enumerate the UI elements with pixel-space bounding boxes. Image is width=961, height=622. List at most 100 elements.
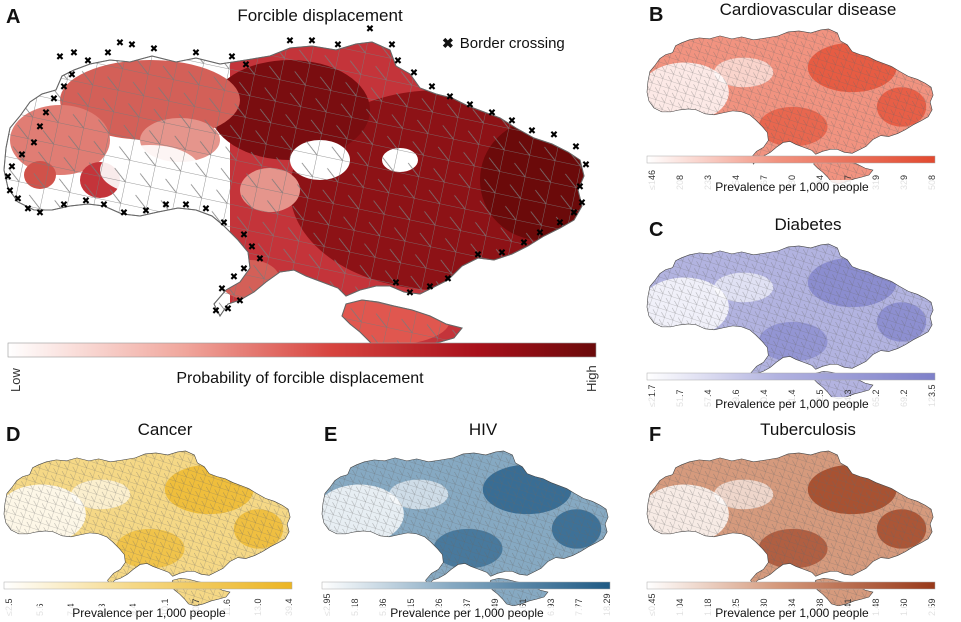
- prevalence-colorbar: [3, 581, 293, 590]
- border-crossing-marker: ✖: [42, 108, 50, 119]
- border-crossing-marker: ✖: [120, 208, 128, 219]
- cross-icon: ✖: [442, 35, 454, 51]
- border-crossing-marker: ✖: [582, 160, 590, 171]
- border-crossing-marker: ✖: [394, 56, 402, 67]
- border-crossing-marker: ✖: [242, 60, 250, 71]
- border-crossing-marker: ✖: [4, 172, 12, 183]
- border-crossing-marker: ✖: [528, 126, 536, 137]
- border-crossing-marker: ✖: [14, 194, 22, 205]
- colorbar-caption: Prevalence per 1,000 people: [647, 180, 937, 194]
- border-crossing-marker: ✖: [488, 108, 496, 119]
- panel-label: E: [324, 424, 338, 446]
- panel-label: B: [649, 4, 664, 26]
- border-crossing-marker: ✖: [406, 288, 414, 299]
- border-crossing-marker: ✖: [68, 70, 76, 81]
- map-legend: ✖ Border crossing: [442, 35, 565, 52]
- border-crossing-marker: ✖: [6, 186, 14, 197]
- border-crossing-marker: ✖: [82, 196, 90, 207]
- border-crossing-marker: ✖: [230, 272, 238, 283]
- border-crossing-marker: ✖: [256, 254, 264, 265]
- border-crossing-marker: ✖: [192, 48, 200, 59]
- border-crossing-marker: ✖: [70, 48, 78, 59]
- border-crossing-marker: ✖: [392, 278, 400, 289]
- border-crossing-marker: ✖: [334, 40, 342, 51]
- border-crossing-marker: ✖: [104, 48, 112, 59]
- border-crossing-marker: ✖: [474, 250, 482, 261]
- border-crossing-marker: ✖: [84, 56, 92, 67]
- border-crossing-marker: ✖: [576, 182, 584, 193]
- colorbar-high-label: High: [584, 365, 599, 392]
- colorbar-caption: Probability of forcible displacement: [176, 370, 424, 387]
- border-crossing-marker: ✖: [218, 284, 226, 295]
- prevalence-map: [3, 450, 291, 607]
- panel-title: Forcible displacement: [237, 6, 403, 25]
- panel-label: C: [649, 219, 664, 241]
- prevalence-colorbar: [321, 581, 611, 590]
- border-crossing-marker: ✖: [444, 274, 452, 285]
- border-crossing-marker: ✖: [410, 68, 418, 79]
- border-crossing-marker: ✖: [286, 36, 294, 47]
- border-crossing-marker: ✖: [308, 36, 316, 47]
- border-crossing-marker: ✖: [366, 24, 374, 35]
- border-crossing-marker: ✖: [30, 138, 38, 149]
- colorbar-caption: Prevalence per 1,000 people: [322, 606, 612, 620]
- border-crossing-marker: ✖: [182, 200, 190, 211]
- panel-title: Tuberculosis: [760, 420, 856, 439]
- border-crossing-marker: ✖: [18, 150, 26, 161]
- border-crossing-marker: ✖: [224, 304, 232, 315]
- panel-label: F: [649, 424, 662, 446]
- border-crossing-marker: ✖: [520, 238, 528, 249]
- border-crossing-marker: ✖: [550, 130, 558, 141]
- border-crossing-marker: ✖: [202, 204, 210, 215]
- border-crossing-marker: ✖: [536, 228, 544, 239]
- border-crossing-marker: ✖: [228, 52, 236, 63]
- prevalence-map: [646, 243, 934, 400]
- border-crossing-marker: ✖: [142, 206, 150, 217]
- border-crossing-marker: ✖: [556, 218, 564, 229]
- colorbar-caption: Prevalence per 1,000 people: [4, 606, 294, 620]
- border-crossing-marker: ✖: [100, 200, 108, 211]
- colorbar-low-label: Low: [8, 368, 23, 392]
- border-crossing-marker: ✖: [248, 242, 256, 253]
- border-crossing-marker: ✖: [240, 230, 248, 241]
- border-crossing-marker: ✖: [508, 116, 516, 127]
- displacement-colorbar: [7, 342, 597, 358]
- panel-title: Cardiovascular disease: [719, 0, 897, 19]
- panel-title: Cancer: [137, 420, 193, 439]
- border-crossing-marker: ✖: [446, 92, 454, 103]
- displacement-map: ✖ ✖✖✖✖ ✖ ✖ ✖ ✖✖✖ ✖ ✖✖✖✖✖✖✖✖✖✖✖ ✖✖✖✖✖✖✖✖✖✖✖✖✖✖✖✖✖…: [3, 24, 590, 357]
- border-crossing-marker: ✖: [60, 200, 68, 211]
- border-crossing-marker: ✖: [220, 218, 228, 229]
- border-crossing-marker: ✖: [150, 44, 158, 55]
- panel-title: Diabetes: [774, 215, 842, 234]
- legend-label: Border crossing: [459, 35, 565, 52]
- panel-title: HIV: [468, 420, 498, 439]
- border-crossing-marker: ✖: [466, 100, 474, 111]
- colorbar-caption: Prevalence per 1,000 people: [647, 606, 937, 620]
- border-crossing-marker: ✖: [570, 208, 578, 219]
- border-crossing-marker: ✖: [388, 40, 396, 51]
- border-crossing-marker: ✖: [60, 82, 68, 93]
- prevalence-map: [321, 450, 609, 607]
- border-crossing-marker: ✖: [572, 142, 580, 153]
- border-crossing-marker: ✖: [56, 52, 64, 63]
- border-crossing-marker: ✖: [240, 264, 248, 275]
- prevalence-colorbar: [646, 155, 936, 164]
- panel-label: D: [6, 424, 21, 446]
- border-crossing-marker: ✖: [578, 198, 586, 209]
- border-crossing-marker: ✖: [50, 94, 58, 105]
- border-crossing-marker: ✖: [236, 296, 244, 307]
- panel-label: A: [6, 6, 21, 28]
- prevalence-colorbar: [646, 581, 936, 590]
- border-crossing-marker: ✖: [24, 204, 32, 215]
- border-crossing-marker: ✖: [426, 282, 434, 293]
- border-crossing-marker: ✖: [498, 248, 506, 259]
- prevalence-colorbar: [646, 372, 936, 381]
- panel-a: A Forcible displacement ✖ Border crossin…: [0, 0, 640, 400]
- border-crossing-marker: ✖: [36, 122, 44, 133]
- border-crossing-marker: ✖: [428, 82, 436, 93]
- border-crossing-marker: ✖: [212, 306, 220, 317]
- colorbar-caption: Prevalence per 1,000 people: [647, 397, 937, 411]
- border-crossing-marker: ✖: [116, 38, 124, 49]
- border-crossing-marker: ✖: [128, 40, 136, 51]
